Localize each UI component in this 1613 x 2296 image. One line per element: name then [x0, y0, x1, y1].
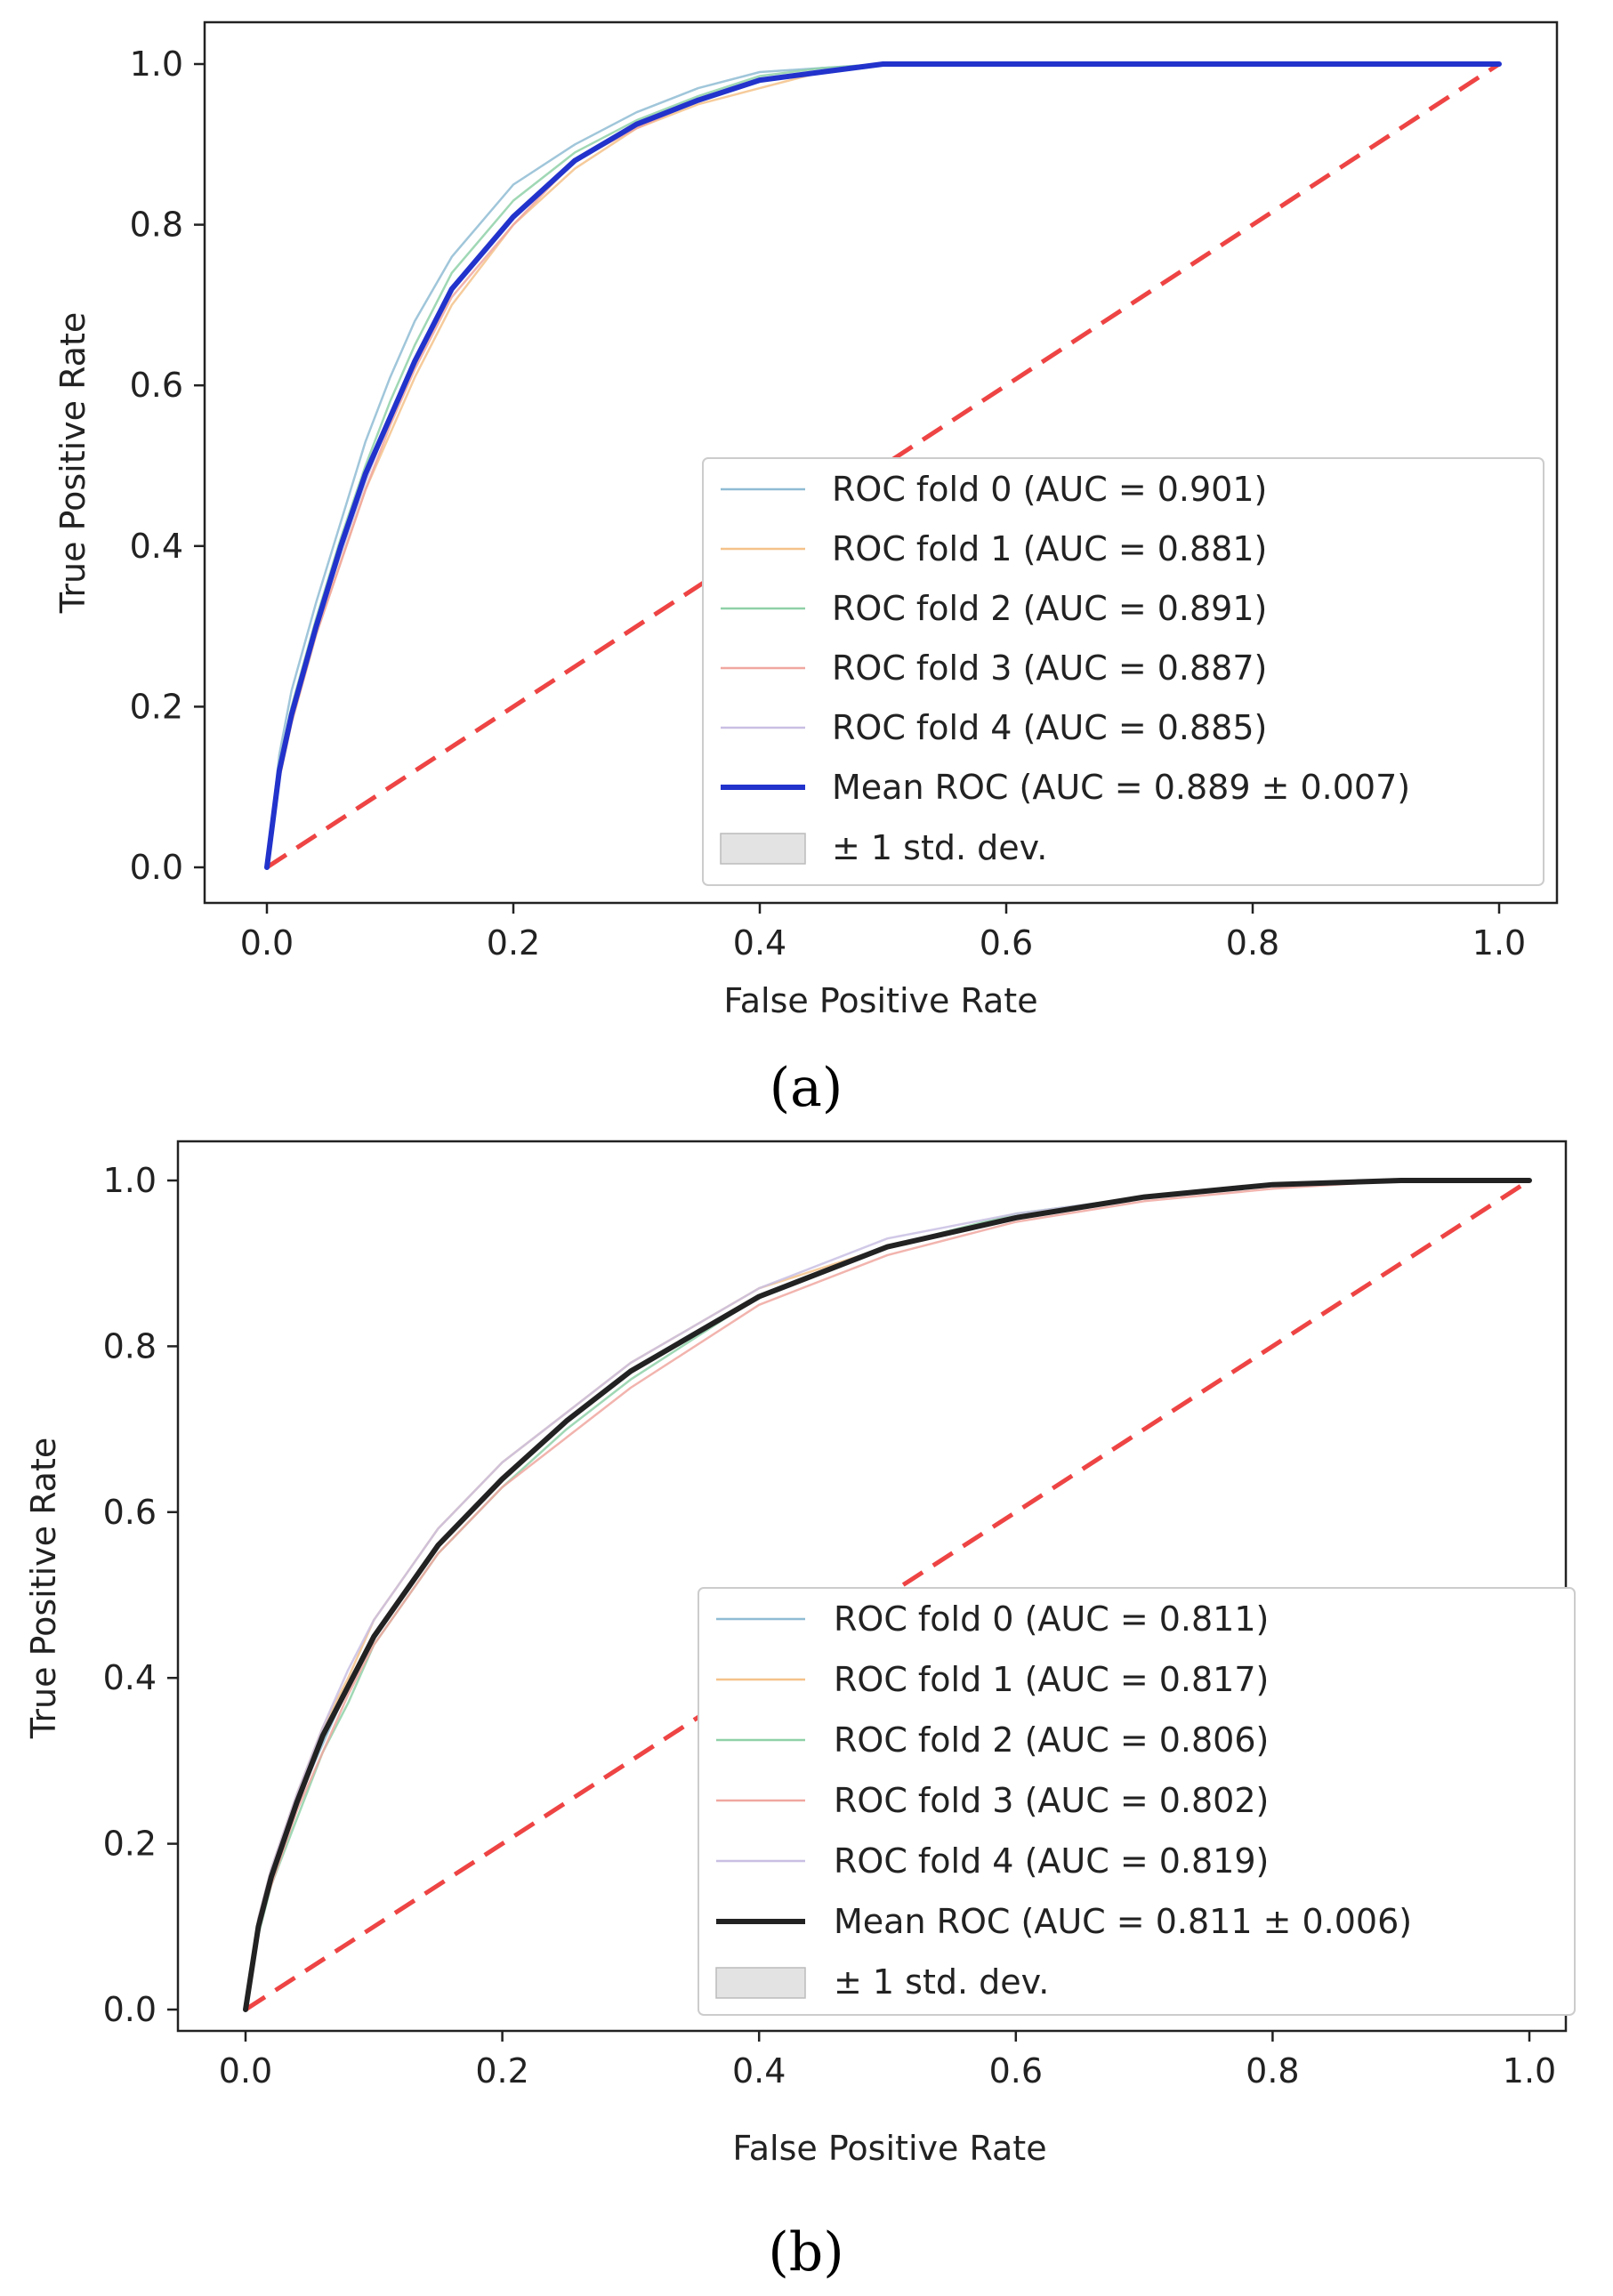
legend-label-fold-0: ROC fold 0 (AUC = 0.901)	[832, 470, 1267, 509]
x-tick-label: 1.0	[1472, 923, 1526, 963]
x-tick-label: 0.6	[989, 2051, 1043, 2091]
roc-fold-3-curve	[244, 1179, 1531, 2011]
y-axis-label: True Positive Rate	[53, 312, 93, 615]
legend-label-fold-2: ROC fold 2 (AUC = 0.891)	[832, 589, 1267, 628]
legend-label-fold-4: ROC fold 4 (AUC = 0.885)	[832, 708, 1267, 747]
legend-label-fold-1: ROC fold 1 (AUC = 0.817)	[834, 1660, 1269, 1699]
x-tick-label: 0.8	[1246, 2051, 1299, 2091]
panel-b: 0.0 0.2 0.4 0.6 0.8 1.0 0.0 0.2 0.4 0.6 0.8 1.0 Fal…	[24, 1140, 1576, 2284]
panel-label: (b)	[768, 2221, 843, 2284]
x-tick-label: 1.0	[1503, 2051, 1556, 2091]
legend-swatch-std-band	[720, 833, 806, 865]
y-tick-label: 0.4	[103, 1658, 157, 1697]
y-tick-label: 1.0	[103, 1161, 157, 1200]
x-tick-label: 0.4	[733, 923, 786, 963]
mean-roc-curve	[243, 1178, 1532, 2012]
x-tick-label: 0.4	[732, 2051, 786, 2091]
x-tick-label: 0.6	[980, 923, 1033, 963]
x-tick-label: 0.0	[240, 923, 294, 963]
x-tick-label: 0.8	[1226, 923, 1279, 963]
legend-label-fold-0: ROC fold 0 (AUC = 0.811)	[834, 1599, 1269, 1639]
legend-label-std-band: ± 1 std. dev.	[832, 828, 1047, 867]
x-axis-label: False Positive Rate	[723, 981, 1037, 1020]
plot-frame	[203, 20, 1559, 905]
y-tick-label: 0.6	[130, 366, 183, 405]
legend-box	[698, 1587, 1576, 2016]
y-tick-label: 0.6	[103, 1493, 157, 1532]
legend-label-mean: Mean ROC (AUC = 0.889 ± 0.007)	[832, 768, 1410, 807]
y-tick-label: 0.0	[130, 848, 183, 887]
chance-line	[265, 61, 1501, 870]
legend-label-fold-4: ROC fold 4 (AUC = 0.819)	[834, 1841, 1269, 1881]
panel-a: 0.0 0.2 0.4 0.6 0.8 1.0 0.0 0.2 0.4 0.6 0.8 1.0 Fal…	[53, 20, 1559, 1119]
legend-label-fold-1: ROC fold 1 (AUC = 0.881)	[832, 529, 1267, 568]
x-tick-label: 0.2	[487, 923, 540, 963]
y-tick-label: 0.2	[130, 687, 183, 726]
axis-ticks: 0.0 0.2 0.4 0.6 0.8 1.0 0.0 0.2 0.4 0.6 0.8 1.0	[103, 1161, 1557, 2091]
legend-label-fold-3: ROC fold 3 (AUC = 0.887)	[832, 649, 1267, 688]
y-axis-label: True Positive Rate	[24, 1438, 63, 1740]
legend: ROC fold 0 (AUC = 0.901) ROC fold 1 (AUC…	[702, 457, 1544, 886]
legend: ROC fold 0 (AUC = 0.811) ROC fold 1 (AUC…	[698, 1587, 1576, 2016]
axis-ticks: 0.0 0.2 0.4 0.6 0.8 1.0 0.0 0.2 0.4 0.6 0.8 1.0	[130, 44, 1527, 963]
legend-label-fold-3: ROC fold 3 (AUC = 0.802)	[834, 1781, 1269, 1820]
legend-label-std-band: ± 1 std. dev.	[834, 1962, 1049, 2002]
panel-label: (a)	[770, 1057, 843, 1119]
x-tick-label: 0.2	[475, 2051, 528, 2091]
legend-label-fold-2: ROC fold 2 (AUC = 0.806)	[834, 1720, 1269, 1760]
y-tick-label: 0.2	[103, 1825, 157, 1864]
y-tick-label: 1.0	[130, 44, 183, 84]
legend-box	[702, 457, 1544, 886]
mean-roc-curve	[264, 61, 1502, 870]
roc-curves	[264, 61, 1502, 870]
plot-frame	[176, 1140, 1568, 2033]
y-tick-label: 0.4	[130, 527, 183, 566]
y-tick-label: 0.8	[103, 1326, 157, 1366]
y-tick-label: 0.0	[103, 1990, 157, 2029]
legend-label-mean: Mean ROC (AUC = 0.811 ± 0.006)	[834, 1902, 1412, 1941]
x-axis-label: False Positive Rate	[732, 2129, 1046, 2168]
y-tick-label: 0.8	[130, 205, 183, 245]
x-tick-label: 0.0	[219, 2051, 272, 2091]
legend-swatch-std-band	[715, 1967, 806, 1999]
